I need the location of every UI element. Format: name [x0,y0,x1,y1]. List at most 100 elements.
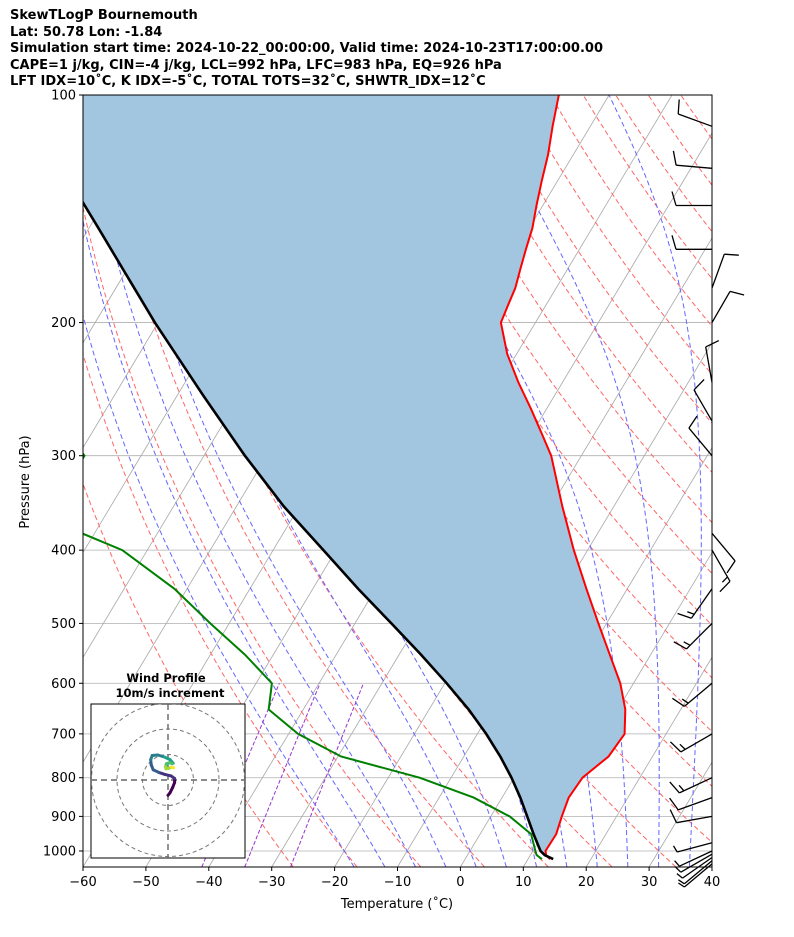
wind-barb-shaft [677,842,713,853]
wind-barb-shaft [676,815,713,824]
wind-barb [672,150,713,169]
dry-adiabat [419,95,712,524]
isotherm-line [648,761,712,867]
wind-barb-shaft [711,253,725,289]
x-tick-label: −40 [195,875,222,890]
wind-barb [672,682,713,707]
moist-adiabat [720,95,760,867]
dry-adiabat [746,95,794,867]
y-tick-label: 700 [51,727,76,742]
parcel-profile-line [83,200,554,861]
x-tick-label: −60 [69,875,96,890]
wind-barb-shaft [680,853,713,873]
hodograph-subtitle: 10m/s increment [116,686,225,700]
hodograph-title: Wind Profile [126,671,206,685]
x-tick-label: 0 [456,875,464,890]
wind-barb-half-flag [675,866,682,873]
wind-barb-shaft [683,863,713,888]
x-tick-label: 30 [641,875,658,890]
wind-barb-half-flag [683,641,691,646]
hodograph-segment [170,765,176,770]
wind-barb-shaft [711,549,731,582]
y-tick-label: 400 [51,544,76,559]
hodograph-ring [142,754,194,806]
wind-barb [711,549,731,593]
wind-barb [677,99,713,127]
wind-barb-shaft [686,622,713,650]
y-tick-label: 500 [51,617,76,632]
wind-barb-flag [673,641,687,650]
wind-barb-flag [719,580,731,593]
sounding-series [83,95,627,861]
mixing-ratio-line [244,683,321,867]
wind-barb [688,415,713,457]
wind-barb-flag [729,290,745,296]
wind-barb-flag [677,612,692,619]
wind-barb [674,850,713,867]
dry-adiabat [83,352,358,867]
wind-barb-shaft [688,427,713,457]
wind-barb-shaft [690,588,713,619]
x-tick-label: 10 [515,875,532,890]
wind-barb-flag [672,697,685,707]
wind-barb-half-flag [674,860,680,867]
x-tick-label: −50 [132,875,159,890]
dry-adiabat [647,95,712,186]
y-tick-label: 100 [51,89,76,104]
y-tick-label: 300 [51,449,76,464]
y-tick-label: 900 [51,810,76,825]
dry-adiabat [615,95,712,233]
wind-barb [672,842,713,853]
dewpoint-line [83,452,543,860]
wind-barb [675,853,713,873]
y-tick-label: 200 [51,316,76,331]
temperature-line [499,95,627,860]
wind-barb-shaft [693,389,713,422]
wind-barb-shaft [705,346,713,383]
x-tick-label: −20 [321,875,348,890]
wind-barb [678,863,713,888]
dry-adiabat [680,95,712,140]
wind-barb [669,777,713,794]
wind-barb-shaft [711,532,736,562]
hodograph-inset [90,703,246,859]
wind-barb-shaft [682,856,713,879]
x-tick-label: −30 [258,875,285,890]
isotherm-line [711,866,712,867]
wind-barb-flag [669,781,680,794]
wind-barb [711,532,736,574]
chart-header: SkewTLogP Bournemouth Lat: 50.78 Lon: -1… [10,8,603,91]
moist-adiabat [83,95,416,867]
wind-barb-half-flag [681,698,689,704]
x-axis-label: Temperature (˚C) [340,896,453,912]
moist-adiabat [83,218,386,867]
mixing-ratio-line [290,683,364,867]
isotherm-line [775,95,794,867]
wind-barb [705,340,720,383]
lifted-indices-line: LFT IDX=10˚C, K IDX=-5˚C, TOTAL TOTS=32˚… [10,74,486,89]
wind-barb [669,796,713,811]
time-line: Simulation start time: 2024-10-22_00:00:… [10,41,603,56]
moist-adiabat [608,95,702,867]
wind-barb-half-flag [672,845,678,853]
x-tick-label: 40 [704,875,721,890]
dry-adiabat [582,95,712,280]
wind-barb-flag [705,340,720,348]
wind-barb-shaft [677,113,713,127]
y-tick-label: 600 [51,677,76,692]
wind-barb-shaft [680,733,713,753]
wind-barb [669,809,713,824]
y-tick-label: 1000 [43,844,76,859]
dry-adiabat [713,95,794,867]
wind-barb-half-flag [679,743,686,750]
wind-barb [711,290,745,323]
y-tick-label: 800 [51,771,76,786]
wind-barb-half-flag [687,611,695,615]
wind-barb [669,733,713,753]
isotherm-line [585,656,712,867]
hodograph-ring [116,728,220,832]
wind-barb [677,588,713,619]
y-axis-label: Pressure (hPa) [18,435,33,528]
dry-adiabat [83,205,422,867]
wind-barb [693,379,713,422]
